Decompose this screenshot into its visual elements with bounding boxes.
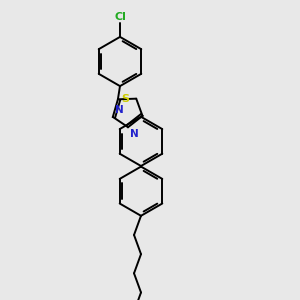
Text: N: N <box>130 129 139 139</box>
Text: N: N <box>115 105 123 116</box>
Text: Cl: Cl <box>114 12 126 22</box>
Text: S: S <box>122 94 130 104</box>
